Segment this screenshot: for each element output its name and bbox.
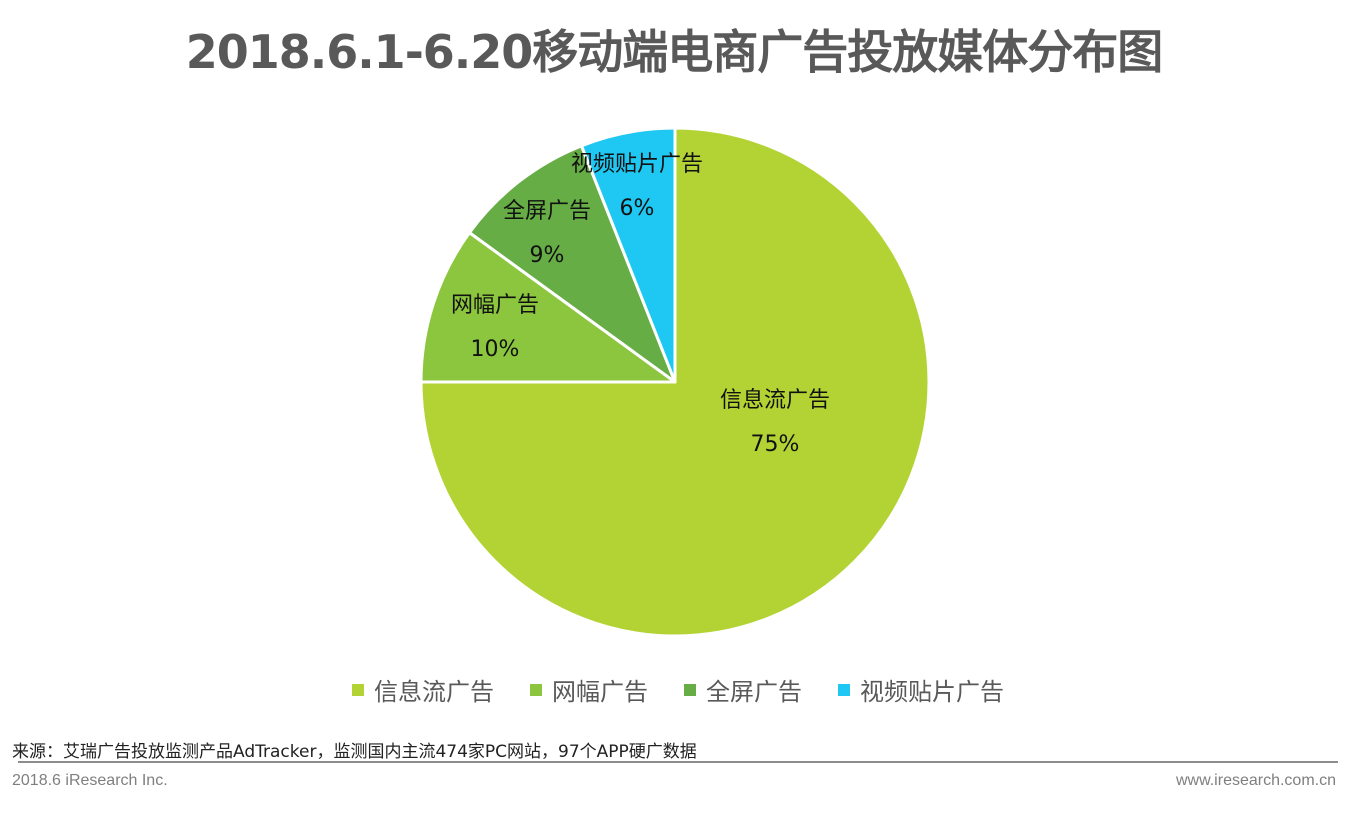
- legend-label: 信息流广告: [374, 678, 494, 706]
- source-note: 来源：艾瑞广告投放监测产品AdTracker，监测国内主流474家PC网站，97…: [12, 742, 697, 762]
- legend-label: 视频贴片广告: [860, 678, 1004, 706]
- chart-title: 2018.6.1-6.20移动端电商广告投放媒体分布图: [185, 25, 1164, 79]
- label-video-ads-name: 视频贴片广告: [570, 152, 703, 177]
- footer-website-link[interactable]: www.iresearch.com.cn: [1175, 772, 1336, 789]
- label-video-ads: 视频贴片广告 6%: [557, 143, 717, 231]
- slice-banner-ads[interactable]: [419, 231, 677, 384]
- legend-swatch-icon: [352, 683, 364, 696]
- legend-item-feed-ads[interactable]: 信息流广告: [352, 672, 494, 707]
- legend-item-banner-ads[interactable]: 网幅广告: [530, 672, 648, 707]
- label-banner-ads-name: 网幅广告: [450, 293, 539, 318]
- footer-copyright: 2018.6 iResearch Inc.: [12, 772, 168, 789]
- footer-divider: [18, 761, 1338, 763]
- label-feed-ads-name: 信息流广告: [719, 388, 830, 413]
- label-feed-ads-pct: 75%: [750, 432, 800, 457]
- legend-swatch-icon: [684, 683, 696, 696]
- legend-item-fullscreen-ads[interactable]: 全屏广告: [684, 672, 802, 707]
- label-fullscreen-ads: 全屏广告 9%: [482, 190, 612, 278]
- label-fullscreen-ads-pct: 9%: [529, 243, 565, 268]
- slice-feed-ads[interactable]: [419, 126, 931, 638]
- chart-legend: 信息流广告 网幅广告 全屏广告 视频贴片广告: [352, 672, 1040, 707]
- label-fullscreen-ads-name: 全屏广告: [502, 199, 591, 224]
- label-feed-ads: 信息流广告 75%: [700, 379, 850, 467]
- legend-swatch-icon: [530, 683, 542, 696]
- legend-label: 网幅广告: [552, 678, 648, 706]
- label-video-ads-pct: 6%: [619, 196, 655, 221]
- slice-fullscreen-ads[interactable]: [468, 144, 677, 384]
- label-banner-ads-pct: 10%: [470, 337, 520, 362]
- legend-swatch-icon: [838, 683, 850, 696]
- legend-label: 全屏广告: [706, 678, 802, 706]
- slice-video-ads[interactable]: [580, 126, 677, 384]
- legend-item-video-ads[interactable]: 视频贴片广告: [838, 672, 1004, 707]
- label-banner-ads: 网幅广告 10%: [430, 284, 560, 372]
